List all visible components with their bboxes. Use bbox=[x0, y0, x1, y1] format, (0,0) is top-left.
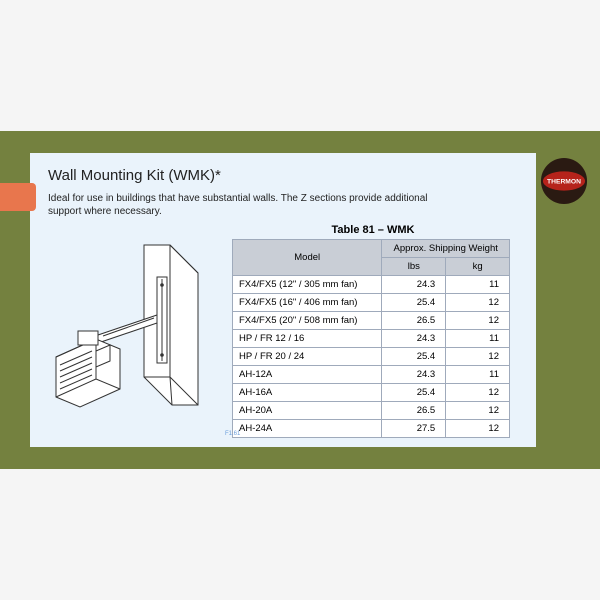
slide: THERMON Wall Mounting Kit (WMK)* Ideal f… bbox=[0, 131, 600, 469]
cell-kg: 12 bbox=[446, 312, 510, 330]
thermon-logo-icon: THERMON bbox=[540, 157, 588, 205]
table-row: HP / FR 20 / 2425.412 bbox=[233, 348, 510, 366]
col-sub-lbs: lbs bbox=[382, 258, 446, 276]
logo-text: THERMON bbox=[547, 178, 581, 185]
cell-model: HP / FR 20 / 24 bbox=[233, 348, 382, 366]
cell-kg: 12 bbox=[446, 384, 510, 402]
cell-lbs: 25.4 bbox=[382, 384, 446, 402]
cell-kg: 12 bbox=[446, 294, 510, 312]
content-panel: Wall Mounting Kit (WMK)* Ideal for use i… bbox=[30, 153, 536, 447]
cell-model: AH-24A bbox=[233, 420, 382, 438]
table-row: FX4/FX5 (20" / 508 mm fan)26.512 bbox=[233, 312, 510, 330]
table-row: AH-12A24.311 bbox=[233, 366, 510, 384]
wmk-diagram-icon bbox=[48, 239, 218, 429]
table-row: AH-20A26.512 bbox=[233, 402, 510, 420]
table-row: FX4/FX5 (12" / 305 mm fan)24.311 bbox=[233, 276, 510, 294]
content-row: Model Approx. Shipping Weight lbs kg FX4… bbox=[48, 239, 518, 438]
col-header-model: Model bbox=[233, 240, 382, 276]
cell-kg: 11 bbox=[446, 366, 510, 384]
cell-model: FX4/FX5 (12" / 305 mm fan) bbox=[233, 276, 382, 294]
table-row: AH-16A25.412 bbox=[233, 384, 510, 402]
brand-logo: THERMON bbox=[540, 157, 588, 205]
page-title: Wall Mounting Kit (WMK)* bbox=[48, 167, 518, 184]
cell-kg: 11 bbox=[446, 330, 510, 348]
cell-kg: 12 bbox=[446, 402, 510, 420]
cell-model: FX4/FX5 (20" / 508 mm fan) bbox=[233, 312, 382, 330]
col-header-weight: Approx. Shipping Weight bbox=[382, 240, 510, 258]
spec-table: Model Approx. Shipping Weight lbs kg FX4… bbox=[232, 239, 510, 438]
table-row: FX4/FX5 (16" / 406 mm fan)25.412 bbox=[233, 294, 510, 312]
cell-kg: 11 bbox=[446, 276, 510, 294]
mounting-diagram bbox=[48, 239, 218, 429]
description-text: Ideal for use in buildings that have sub… bbox=[48, 192, 428, 218]
cell-lbs: 26.5 bbox=[382, 402, 446, 420]
cell-model: HP / FR 12 / 16 bbox=[233, 330, 382, 348]
cell-model: AH-12A bbox=[233, 366, 382, 384]
cell-lbs: 27.5 bbox=[382, 420, 446, 438]
cell-lbs: 25.4 bbox=[382, 294, 446, 312]
cell-lbs: 25.4 bbox=[382, 348, 446, 366]
cell-model: AH-16A bbox=[233, 384, 382, 402]
cell-model: AH-20A bbox=[233, 402, 382, 420]
table-caption: Table 81 – WMK bbox=[228, 224, 518, 236]
table-row: AH-24A27.512 bbox=[233, 420, 510, 438]
cell-lbs: 26.5 bbox=[382, 312, 446, 330]
cell-lbs: 24.3 bbox=[382, 276, 446, 294]
cell-kg: 12 bbox=[446, 348, 510, 366]
cell-model: FX4/FX5 (16" / 406 mm fan) bbox=[233, 294, 382, 312]
table-row: HP / FR 12 / 1624.311 bbox=[233, 330, 510, 348]
accent-bar bbox=[0, 183, 36, 211]
cell-lbs: 24.3 bbox=[382, 330, 446, 348]
cell-lbs: 24.3 bbox=[382, 366, 446, 384]
cell-kg: 12 bbox=[446, 420, 510, 438]
col-sub-kg: kg bbox=[446, 258, 510, 276]
footnote: F1.61 bbox=[225, 431, 240, 437]
